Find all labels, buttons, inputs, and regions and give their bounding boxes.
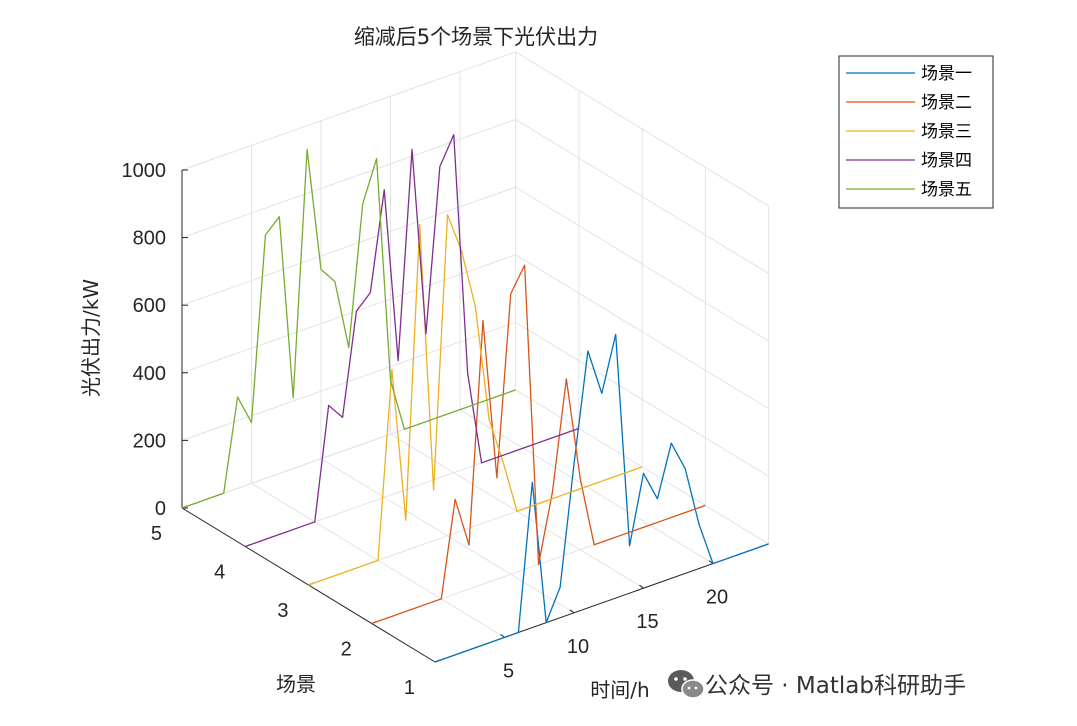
back-wall-grid-z: [181, 51, 516, 171]
x-tick-label: 10: [567, 636, 589, 658]
side-wall-grid-z: [515, 51, 769, 207]
y-tick-label: 1: [404, 677, 415, 699]
legend-box: [838, 55, 994, 209]
z-tick-label: 800: [133, 228, 166, 250]
wechat-icon: [668, 670, 705, 699]
x-tick-mark: [569, 609, 575, 614]
back-wall-grid-z: [181, 186, 516, 306]
watermark-text: 公众号 · Matlab科研助手: [705, 673, 966, 699]
z-tick-label: 0: [155, 498, 166, 520]
x-tick-label: 5: [503, 660, 514, 682]
z-tick-label: 400: [133, 363, 166, 385]
legend-label-1: 场景一: [921, 64, 972, 84]
watermark: 公众号 · Matlab科研助手: [668, 670, 966, 699]
y-tick-label: 5: [151, 523, 162, 545]
y-tick-label: 2: [341, 639, 352, 661]
axes: [181, 169, 769, 663]
side-wall-grid-z: [515, 321, 769, 477]
z-tick-label: 600: [133, 295, 166, 317]
side-wall-grid-z: [515, 389, 769, 545]
x-tick-mark: [639, 584, 644, 589]
y-axis-label: 场景: [276, 672, 316, 696]
back-wall-grid-z: [181, 119, 516, 239]
back-wall-grid-z: [181, 321, 516, 441]
grid-lines: [181, 51, 770, 663]
legend-label-4: 场景四: [921, 151, 972, 171]
y-tick-label: 4: [214, 562, 225, 584]
series-lines: [181, 134, 769, 663]
series-line-4: [245, 134, 580, 548]
side-wall-grid-z: [515, 186, 769, 342]
z-tick-label: 200: [133, 430, 166, 452]
x-tick-label: 15: [636, 611, 658, 633]
y-tick-label: 3: [277, 600, 288, 622]
chart-title: 缩减后5个场景下光伏出力: [354, 25, 598, 49]
series-line-3: [308, 214, 643, 586]
side-wall-grid-z: [515, 254, 769, 410]
x-axis-label: 时间/h: [590, 678, 649, 702]
z-axis-label: 光伏出力/kW: [79, 279, 103, 397]
legend-label-3: 场景三: [921, 122, 972, 142]
x-tick-mark: [500, 634, 505, 638]
legend-label-5: 场景五: [921, 180, 972, 200]
back-wall-grid-z: [181, 254, 516, 374]
side-wall-grid-z: [515, 119, 769, 274]
series-line-2: [371, 264, 706, 625]
series-line-1: [434, 333, 769, 663]
z-tick-label: 1000: [122, 160, 167, 182]
legend-label-2: 场景二: [921, 93, 972, 113]
series-line-5: [181, 148, 516, 509]
x-tick-label: 20: [706, 587, 728, 609]
tick-labels: 5 10 15 20 1 2 3 4 5 0 200 400 600 800 1000: [122, 160, 729, 699]
